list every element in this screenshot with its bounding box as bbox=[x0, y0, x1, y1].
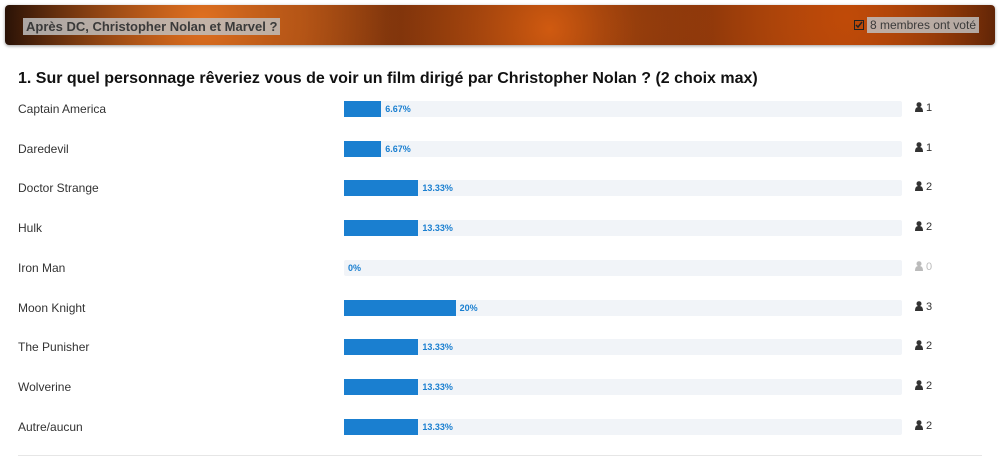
user-icon bbox=[915, 181, 923, 192]
bar bbox=[344, 101, 382, 117]
bar bbox=[344, 299, 456, 316]
vote-count: 2 bbox=[915, 420, 932, 432]
user-icon bbox=[915, 221, 923, 232]
percent-label: 13.33% bbox=[422, 381, 453, 392]
vote-number: 2 bbox=[926, 379, 933, 392]
bar-track: 13.33% bbox=[344, 418, 902, 435]
separator bbox=[18, 455, 982, 456]
user-icon bbox=[915, 419, 923, 430]
percent-label: 13.33% bbox=[422, 183, 453, 194]
vote-count: 2 bbox=[915, 380, 932, 392]
check-icon bbox=[853, 20, 864, 30]
vote-count: 1 bbox=[915, 102, 932, 114]
bar-track: 13.33% bbox=[344, 180, 902, 197]
option-label: The Punisher bbox=[18, 340, 90, 355]
bar-track: 0% bbox=[344, 259, 902, 276]
percent-label: 13.33% bbox=[422, 421, 453, 432]
option-label: Daredevil bbox=[18, 141, 69, 156]
poll-header: Après DC, Christopher Nolan et Marvel ? … bbox=[5, 5, 995, 45]
voters: 8 membres ont voté bbox=[853, 17, 979, 33]
option-label: Moon Knight bbox=[18, 300, 86, 315]
voters-text: 8 membres ont voté bbox=[866, 17, 979, 33]
vote-number: 2 bbox=[926, 221, 933, 234]
bar-track: 6.67% bbox=[344, 101, 902, 117]
bar bbox=[344, 140, 382, 157]
bar bbox=[344, 180, 419, 197]
vote-number: 0 bbox=[926, 260, 933, 273]
vote-count: 2 bbox=[915, 340, 932, 352]
bar bbox=[344, 418, 419, 435]
bar-track: 13.33% bbox=[344, 378, 902, 395]
vote-number: 2 bbox=[926, 340, 933, 353]
option-label: Hulk bbox=[18, 221, 43, 236]
percent-label: 13.33% bbox=[422, 342, 453, 353]
bar-track: 13.33% bbox=[344, 339, 902, 356]
percent-label: 6.67% bbox=[385, 104, 411, 114]
vote-number: 3 bbox=[926, 300, 933, 313]
user-icon bbox=[915, 340, 923, 351]
option-label: Captain America bbox=[18, 102, 107, 116]
option-label: Autre/aucun bbox=[18, 419, 83, 434]
user-icon bbox=[915, 260, 923, 271]
bar bbox=[344, 220, 419, 237]
bar-track: 6.67% bbox=[344, 140, 902, 157]
vote-number: 1 bbox=[926, 141, 933, 154]
user-icon bbox=[915, 380, 923, 390]
option-label: Wolverine bbox=[18, 379, 72, 394]
user-icon bbox=[915, 102, 923, 112]
percent-label: 6.67% bbox=[385, 143, 411, 154]
percent-label: 20% bbox=[459, 302, 478, 313]
question: 1. Sur quel personnage rêveriez vous de … bbox=[18, 70, 758, 87]
vote-number: 2 bbox=[926, 419, 933, 432]
vote-number: 1 bbox=[926, 102, 933, 114]
percent-label: 13.33% bbox=[422, 223, 453, 234]
bar-track: 13.33% bbox=[344, 220, 902, 237]
vote-count: 2 bbox=[915, 181, 932, 193]
bar bbox=[344, 378, 419, 395]
option-label: Iron Man bbox=[18, 260, 66, 275]
vote-count: 1 bbox=[915, 142, 932, 154]
poll-title: Après DC, Christopher Nolan et Marvel ? bbox=[23, 18, 281, 35]
vote-count: 2 bbox=[915, 221, 932, 233]
bar bbox=[344, 339, 419, 356]
percent-label: 0% bbox=[348, 262, 362, 273]
bar-track: 20% bbox=[344, 299, 902, 316]
user-icon bbox=[915, 141, 923, 152]
user-icon bbox=[915, 300, 923, 311]
vote-number: 2 bbox=[926, 181, 933, 194]
vote-count: 0 bbox=[915, 261, 932, 273]
vote-count: 3 bbox=[915, 301, 932, 313]
option-label: Doctor Strange bbox=[18, 181, 99, 196]
